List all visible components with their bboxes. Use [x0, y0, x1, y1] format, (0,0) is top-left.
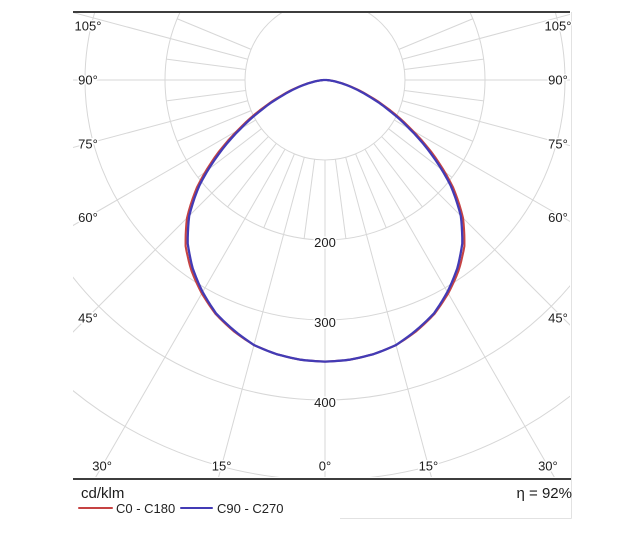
grid-radial-minor — [176, 110, 252, 142]
legend-swatch-c0-c180 — [78, 507, 113, 510]
grid-radial-minor — [166, 89, 246, 102]
intensity-curve-c90-c270 — [186, 78, 464, 363]
grid-radial-minor — [303, 159, 316, 239]
grid-radial-major — [364, 149, 555, 477]
intensity-curves — [184, 78, 466, 363]
grid-radial-major — [394, 119, 570, 223]
grid-radial-minor — [227, 143, 277, 208]
grid-radial-minor — [176, 18, 252, 50]
grid-radial-minor — [166, 58, 246, 71]
grid-radial-major — [402, 100, 570, 147]
angle-tick-label: 75° — [548, 136, 568, 151]
grid-radial-major — [73, 13, 248, 60]
angle-tick-label: 90° — [548, 73, 568, 88]
angle-tick-label: 45° — [548, 311, 568, 326]
angle-tick-label: 60° — [548, 210, 568, 225]
legend-swatch-c90-c270 — [180, 507, 213, 510]
grid-radial-minor — [398, 18, 474, 50]
radial-tick-label: 400 — [314, 395, 336, 410]
legend-label-c0-c180: C0 - C180 — [116, 501, 176, 516]
angle-tick-label: 105° — [75, 19, 102, 34]
legend-label-c90-c270: C90 - C270 — [217, 501, 284, 516]
angle-tick-label: 60° — [78, 210, 98, 225]
angle-tick-label: 105° — [545, 19, 572, 34]
angle-tick-label: 45° — [78, 311, 98, 326]
grid-radial-major — [95, 149, 286, 477]
grid-radial-minor — [404, 89, 484, 102]
radial-tick-label: 200 — [314, 235, 336, 250]
grid-radial-minor — [334, 159, 347, 239]
angle-tick-label: 15° — [419, 459, 439, 474]
angle-tick-label: 90° — [78, 73, 98, 88]
angle-tick-label: 30° — [92, 459, 112, 474]
radial-tick-label: 300 — [314, 315, 336, 330]
grid-radial-minor — [398, 110, 474, 142]
grid-radial-major — [402, 13, 570, 60]
angle-tick-label: 75° — [78, 136, 98, 151]
grid-radial-minor — [404, 58, 484, 71]
grid-radial-major — [218, 157, 305, 477]
grid-radial-major — [73, 136, 269, 333]
angle-tick-label: 15° — [212, 459, 232, 474]
unit-label: cd/klm — [81, 485, 125, 502]
grid-circle — [73, 276, 570, 401]
grid-radial-major — [73, 100, 248, 149]
tick-labels: 0° 15° 15° 30° 30° 45° 45° 60° 60° 75° 75° 90° 90° 10… — [73, 17, 573, 475]
grid-radial-minor — [355, 153, 387, 229]
angle-tick-label: 0° — [319, 459, 331, 474]
grid-radial-major — [345, 157, 432, 477]
grid-radial-minor — [263, 153, 295, 229]
efficiency-value: η = 92% — [516, 485, 572, 502]
grid-radial-major — [73, 119, 256, 227]
grid-radial-minor — [373, 143, 423, 208]
grid-radial-major — [381, 136, 570, 326]
angle-tick-label: 30° — [538, 459, 558, 474]
image-border — [340, 12, 572, 519]
chart-frame — [73, 11, 572, 480]
